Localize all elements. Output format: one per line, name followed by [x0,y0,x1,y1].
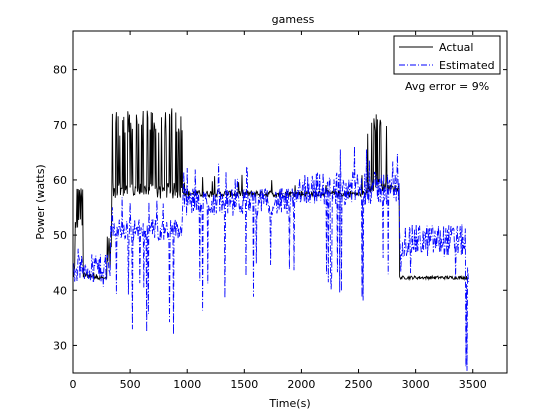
x-tick-label: 2500 [345,378,373,391]
chart-title: gamess [272,13,315,26]
legend-label-estimated: Estimated [439,59,495,72]
x-tick-label: 0 [70,378,77,391]
series-layer [73,108,470,371]
plot-area [73,31,507,373]
y-axis-ticks: 30 40 50 60 70 80 [53,64,507,352]
avg-error-annotation: Avg error = 9% [405,80,489,93]
legend-box [393,35,501,75]
series-line-actual [73,108,469,281]
plot-frame [72,30,508,374]
y-tick-label: 70 [53,119,67,132]
y-axis-label: Power (watts) [34,164,47,239]
legend: Actual Estimated [393,35,501,75]
series-line-estimated [73,146,470,371]
y-tick-label: 30 [53,339,67,352]
x-axis-ticks: 0 500 1000 1500 2000 2500 3000 3500 [70,31,487,391]
x-tick-label: 500 [120,378,141,391]
y-tick-label: 40 [53,284,67,297]
x-tick-label: 3500 [459,378,487,391]
legend-label-actual: Actual [439,41,473,54]
y-tick-label: 50 [53,229,67,242]
x-tick-label: 1500 [230,378,258,391]
y-tick-label: 80 [53,64,67,77]
x-axis-label: Time(s) [268,397,310,410]
x-tick-label: 2000 [287,378,315,391]
x-tick-label: 3000 [402,378,430,391]
x-tick-label: 1000 [173,378,201,391]
y-tick-label: 60 [53,174,67,187]
